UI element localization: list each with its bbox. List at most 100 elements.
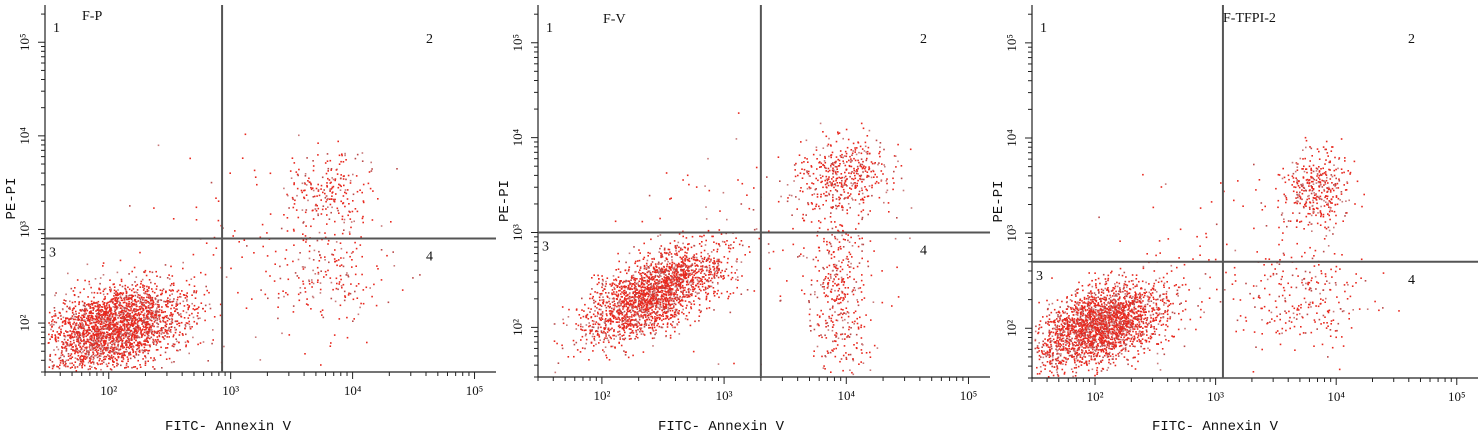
event-dot: [643, 242, 645, 245]
event-dot: [624, 297, 626, 299]
event-dot: [100, 350, 102, 352]
event-dot: [655, 265, 657, 267]
event-dot: [642, 290, 645, 292]
event-dot: [98, 304, 101, 306]
event-dot: [562, 322, 565, 325]
event-dot: [700, 289, 702, 292]
event-dot: [657, 301, 659, 303]
event-dot: [638, 318, 641, 321]
event-dot: [654, 274, 657, 277]
event-dot: [667, 285, 669, 288]
event-dot: [662, 313, 664, 316]
event-dot: [322, 191, 324, 194]
event-dot: [106, 331, 109, 334]
event-dot: [146, 301, 149, 303]
event-dot: [119, 293, 121, 295]
event-dot: [658, 308, 661, 310]
event-dot: [106, 326, 109, 329]
event-dot: [668, 265, 670, 268]
event-dot: [303, 182, 306, 184]
event-dot: [665, 299, 667, 302]
event-dot: [184, 341, 187, 344]
event-dot: [182, 267, 184, 270]
event-dot: [663, 277, 666, 279]
event-dot: [606, 295, 609, 298]
event-dot: [267, 297, 269, 300]
event-dot: [109, 319, 112, 322]
event-dot: [619, 286, 621, 289]
event-dot: [678, 263, 680, 266]
event-dot: [83, 349, 86, 352]
event-dot: [604, 288, 606, 290]
event-dot: [628, 310, 630, 313]
event-dot: [118, 326, 121, 329]
event-dot: [659, 317, 661, 319]
event-dot: [96, 318, 99, 321]
event-dot: [104, 327, 106, 330]
event-dot: [132, 330, 134, 333]
event-dot: [112, 320, 115, 323]
event-dot: [635, 289, 638, 291]
event-dot: [331, 206, 333, 209]
event-dot: [53, 315, 55, 317]
event-dot: [110, 354, 113, 357]
event-dot: [175, 301, 178, 303]
event-dot: [117, 289, 119, 291]
event-dot: [617, 312, 619, 315]
event-dot: [84, 307, 86, 310]
event-dot: [599, 294, 602, 296]
event-dot: [591, 329, 593, 331]
event-dot: [361, 160, 364, 162]
event-dot: [670, 307, 673, 310]
event-dot: [91, 354, 93, 357]
event-dot: [348, 231, 351, 233]
event-dot: [52, 319, 54, 321]
event-dot: [83, 316, 86, 318]
event-dot: [641, 302, 644, 304]
event-dot: [160, 333, 163, 335]
event-dot: [131, 289, 133, 292]
event-dot: [608, 310, 611, 312]
event-dot: [691, 293, 693, 295]
event-dot: [65, 362, 67, 365]
event-dot: [322, 205, 325, 207]
event-dot: [320, 213, 323, 215]
event-dot: [87, 351, 89, 354]
event-dot: [671, 256, 673, 258]
event-dot: [102, 262, 105, 264]
event-dot: [69, 362, 71, 365]
event-dot: [673, 262, 676, 265]
event-dot: [121, 360, 124, 363]
event-dot: [658, 251, 660, 253]
event-dot: [296, 194, 298, 197]
event-dot: [296, 173, 299, 176]
event-dot: [97, 320, 100, 322]
event-dot: [627, 293, 629, 296]
event-dot: [153, 314, 156, 316]
event-dot: [119, 320, 122, 322]
event-dot: [648, 324, 650, 327]
event-dot: [310, 225, 312, 228]
event-dot: [339, 184, 341, 187]
event-dot: [192, 253, 195, 256]
event-dot: [662, 281, 665, 283]
event-dot: [687, 266, 689, 269]
event-dot: [99, 323, 101, 325]
event-dot: [594, 300, 597, 303]
event-dot: [97, 315, 99, 317]
event-dot: [213, 316, 216, 318]
event-dot: [617, 293, 620, 296]
event-dot: [651, 326, 654, 329]
event-dot: [668, 267, 671, 269]
event-dot: [85, 348, 88, 350]
event-dot: [121, 321, 123, 324]
event-dot: [61, 341, 63, 343]
event-dot: [304, 175, 307, 177]
event-dot: [112, 340, 114, 342]
event-dot: [631, 285, 633, 287]
event-dot: [74, 334, 76, 336]
event-dot: [670, 323, 672, 325]
event-dot: [188, 305, 191, 307]
event-dot: [295, 209, 298, 211]
event-dot: [170, 321, 173, 323]
